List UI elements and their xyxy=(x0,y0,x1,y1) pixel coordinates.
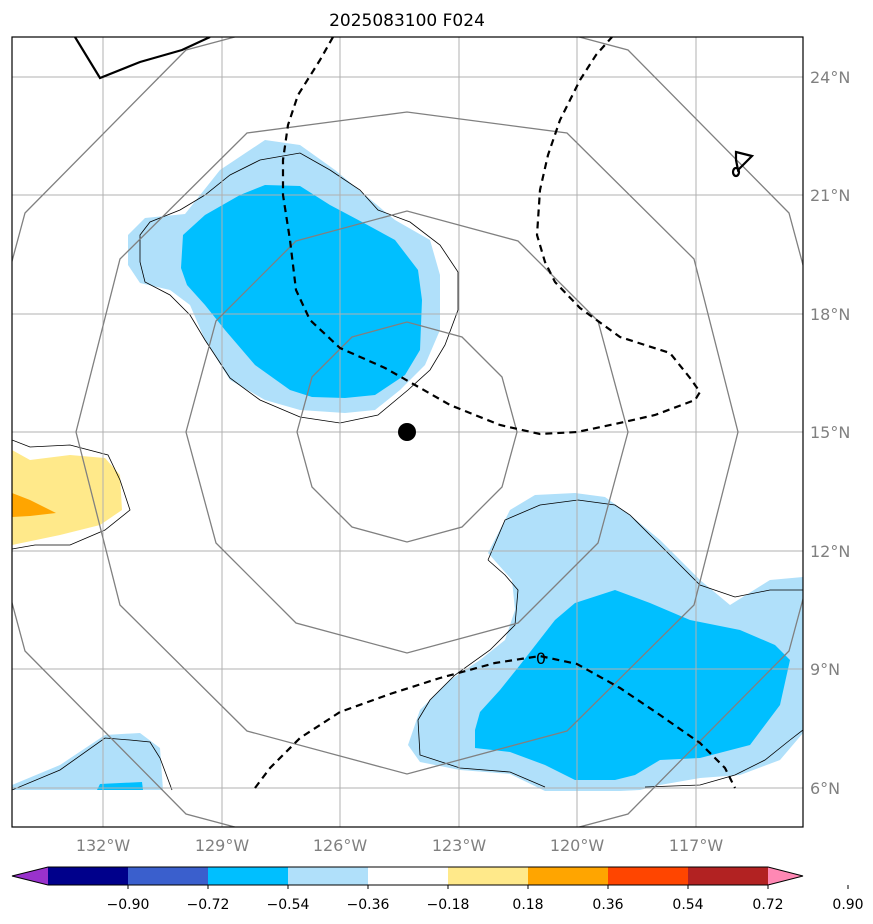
y-tick-label: 21°N xyxy=(810,186,850,205)
colorbar-tick-label: −0.54 xyxy=(267,897,310,913)
colorbar-extend-low xyxy=(12,867,48,885)
colorbar-tick-label: 0.54 xyxy=(672,897,703,913)
colorbar-segment xyxy=(48,867,129,885)
colorbar-segment xyxy=(368,867,449,885)
fill-pos-yellow-w xyxy=(12,450,122,545)
colorbar-segment xyxy=(528,867,609,885)
colorbar-segment xyxy=(288,867,369,885)
colorbar-tick-label: −0.90 xyxy=(107,897,150,913)
zero-contours xyxy=(254,37,736,789)
colorbar-extend-high xyxy=(768,867,803,885)
colorbar-tick-label: 0.18 xyxy=(512,897,543,913)
x-tick-label: 126°W xyxy=(313,836,368,855)
colorbar-tick-label: 0.36 xyxy=(592,897,623,913)
colorbar: −0.90 −0.72 −0.54 −0.36 −0.18 0.18 0.36 0.54 0.7… xyxy=(11,866,864,913)
colorbar-segment xyxy=(448,867,529,885)
map-area: 0 xyxy=(12,37,803,827)
y-tick-label: 18°N xyxy=(810,305,850,324)
storm-center-marker xyxy=(398,423,416,441)
y-tick-label: 12°N xyxy=(810,542,850,561)
y-axis-ticks: 24°N 21°N 18°N 15°N 12°N 9°N 6°N xyxy=(810,68,850,798)
map-frame xyxy=(11,36,804,828)
contour-label-zero: 0 xyxy=(536,649,546,668)
x-axis-ticks: 132°W 129°W 126°W 123°W 120°W 117°W xyxy=(76,836,724,855)
colorbar-segment xyxy=(688,867,769,885)
x-tick-label: 117°W xyxy=(669,836,724,855)
chart-title: 2025083100 F024 xyxy=(329,11,485,31)
colorbar-segment xyxy=(208,867,289,885)
fill-neg-dark-se xyxy=(475,590,790,780)
range-rings xyxy=(12,37,803,827)
fill-pos-orange-w xyxy=(12,493,56,517)
colorbar-tick-label: −0.72 xyxy=(187,897,230,913)
coastlines xyxy=(74,37,755,178)
colorbar-segment xyxy=(128,867,209,885)
x-tick-label: 132°W xyxy=(76,836,131,855)
colorbar-tick-label: 0.72 xyxy=(752,897,783,913)
fill-neg-dark-nw xyxy=(181,185,422,398)
colorbar-tick-label: 0.90 xyxy=(832,897,863,913)
x-tick-label: 123°W xyxy=(432,836,487,855)
colorbar-tick-label: −0.36 xyxy=(347,897,390,913)
fill-neg-light-sw xyxy=(12,733,163,790)
filled-contours xyxy=(12,140,803,791)
colorbar-segment xyxy=(608,867,689,885)
x-tick-label: 120°W xyxy=(550,836,605,855)
thin-outline-contours xyxy=(12,152,803,791)
y-tick-label: 15°N xyxy=(810,423,850,442)
y-tick-label: 6°N xyxy=(810,779,840,798)
x-tick-label: 129°W xyxy=(195,836,250,855)
y-tick-label: 24°N xyxy=(810,68,850,87)
y-tick-label: 9°N xyxy=(810,660,840,679)
colorbar-tick-label: −0.18 xyxy=(427,897,470,913)
